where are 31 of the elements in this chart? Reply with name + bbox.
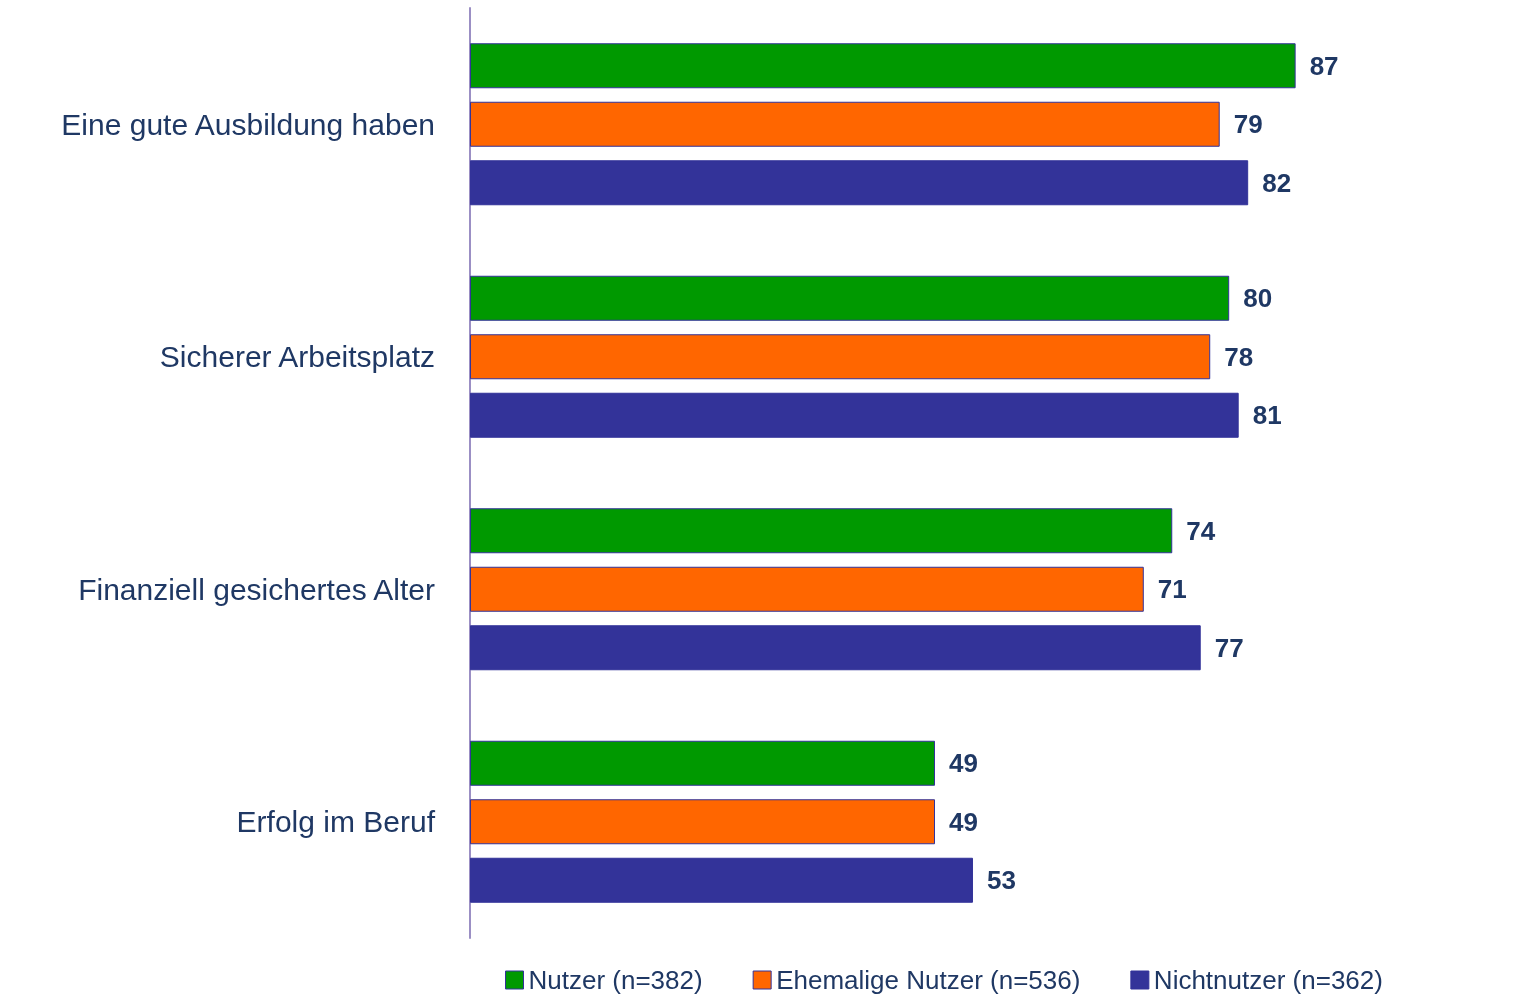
y-tick-label: Eine gute Ausbildung haben bbox=[61, 107, 435, 141]
data-label: 80 bbox=[1243, 283, 1273, 314]
y-tick-label: Sicherer Arbeitsplatz bbox=[159, 340, 435, 374]
data-label: 49 bbox=[949, 806, 978, 837]
data-label: 79 bbox=[1233, 109, 1263, 140]
data-label: 74 bbox=[1186, 515, 1216, 546]
bar bbox=[470, 566, 1144, 612]
bar bbox=[470, 43, 1296, 89]
y-tick-label: Finanziell gesichertes Alter bbox=[78, 572, 435, 606]
data-label: 77 bbox=[1214, 632, 1244, 663]
data-label: 71 bbox=[1157, 574, 1187, 605]
data-label: 82 bbox=[1262, 167, 1292, 198]
legend-label: Nichtnutzer (n=362) bbox=[1153, 965, 1383, 995]
bar bbox=[470, 740, 936, 786]
legend-label: Nutzer (n=382) bbox=[528, 965, 703, 995]
data-label: 81 bbox=[1252, 400, 1282, 431]
bar bbox=[470, 392, 1239, 438]
y-tick-label: Erfolg im Beruf bbox=[236, 805, 436, 839]
bar bbox=[470, 799, 936, 845]
bar bbox=[470, 508, 1173, 554]
bar bbox=[470, 857, 973, 903]
bar bbox=[470, 160, 1249, 206]
bar bbox=[470, 275, 1230, 321]
data-label: 78 bbox=[1224, 341, 1254, 372]
data-label: 53 bbox=[986, 865, 1016, 896]
data-label: 49 bbox=[949, 748, 978, 779]
data-label: 87 bbox=[1309, 50, 1339, 81]
bar bbox=[470, 334, 1211, 380]
bar bbox=[470, 101, 1220, 147]
bar bbox=[470, 625, 1201, 671]
legend-label: Ehemalige Nutzer (n=536) bbox=[776, 965, 1081, 995]
